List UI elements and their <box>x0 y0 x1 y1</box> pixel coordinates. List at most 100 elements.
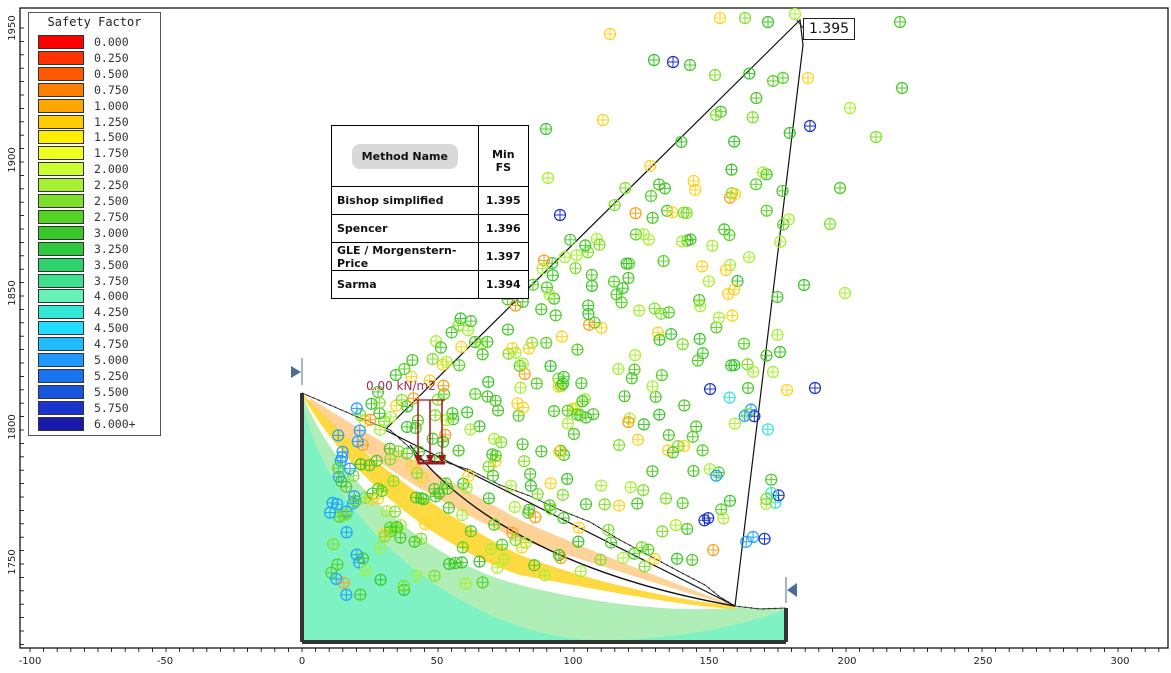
slip-center-marker <box>788 7 802 21</box>
slip-center-marker <box>823 217 837 231</box>
slip-center-marker <box>771 328 784 341</box>
legend-swatch <box>38 35 84 49</box>
slip-center-marker <box>710 321 723 334</box>
legend-swatch <box>38 337 84 352</box>
y-tick-label: 1850 <box>7 280 18 305</box>
slip-center-marker <box>428 482 441 496</box>
legend-item: 6.000+ <box>38 416 156 432</box>
slip-center-marker <box>676 338 689 351</box>
slip-center-marker <box>649 390 662 403</box>
slip-center-marker <box>869 130 883 144</box>
slip-center-marker <box>439 477 453 490</box>
slip-center-marker <box>761 15 775 29</box>
slip-center-marker <box>530 377 543 390</box>
slip-center-marker <box>486 448 499 461</box>
slip-center-marker <box>746 111 759 124</box>
slip-center-marker <box>561 417 574 430</box>
slip-center-marker <box>702 511 715 525</box>
slip-center-marker <box>476 348 489 361</box>
slip-center-marker <box>766 365 780 379</box>
slip-center-marker <box>359 564 372 577</box>
legend-item: 5.250 <box>38 368 156 384</box>
slip-center-marker <box>738 11 752 25</box>
slip-center-marker <box>455 340 468 353</box>
slip-center-marker <box>538 569 551 582</box>
slip-center-marker <box>426 432 439 445</box>
slip-center-marker <box>519 536 532 549</box>
slip-center-marker <box>693 332 706 345</box>
slip-center-marker <box>486 469 500 482</box>
slip-center-marker <box>529 511 542 524</box>
slip-center-marker <box>544 477 557 490</box>
slip-center-marker <box>646 211 659 224</box>
slip-center-marker <box>387 475 400 488</box>
slip-center-marker <box>603 27 617 41</box>
legend-item: 1.500 <box>38 130 156 145</box>
slip-center-marker <box>564 233 577 246</box>
x-tick-label: 300 <box>1110 656 1129 667</box>
legend-label: 4.500 <box>94 321 129 336</box>
slip-center-marker <box>432 487 446 500</box>
slip-center-marker <box>570 248 583 262</box>
distributed-load <box>414 399 446 465</box>
slip-center-marker <box>389 368 402 382</box>
slip-center-marker <box>582 307 595 321</box>
min-fs-results-table: Method Name Min FS Bishop simplified 1.3… <box>331 125 530 299</box>
legend-swatch <box>38 114 84 129</box>
left-boundary-flag <box>291 366 301 378</box>
slip-center-marker <box>684 233 697 246</box>
slip-center-marker <box>540 281 554 294</box>
slip-center-marker <box>508 500 521 514</box>
slip-center-marker <box>686 553 699 567</box>
slip-center-marker <box>619 181 632 195</box>
y-tick-label: 1800 <box>7 414 18 439</box>
slip-center-marker <box>737 337 751 350</box>
slip-center-marker <box>670 552 684 565</box>
slip-center-marker <box>728 187 742 201</box>
slip-center-marker <box>766 74 780 88</box>
slip-center-marker <box>460 481 473 494</box>
slip-center-marker <box>618 390 631 403</box>
slip-center-marker <box>335 475 348 488</box>
legend-swatch <box>38 400 84 415</box>
slip-center-marker <box>429 409 442 422</box>
slip-center-marker <box>343 462 357 475</box>
slip-center-marker <box>574 565 587 578</box>
slip-center-marker <box>506 526 519 540</box>
slip-center-marker <box>323 506 337 519</box>
min-fs-value: 1.395 <box>477 186 530 215</box>
slip-center-marker <box>491 561 504 574</box>
slip-center-marker <box>593 238 606 251</box>
min-fs-callout[interactable]: 1.395 <box>803 18 855 40</box>
right-boundary-flag <box>787 583 797 597</box>
slip-center-marker <box>703 463 716 476</box>
slip-center-marker <box>375 484 388 498</box>
slip-center-marker <box>613 499 626 512</box>
slip-center-marker <box>544 359 557 373</box>
legend-label: 0.000 <box>94 35 129 49</box>
slip-center-marker <box>644 159 657 173</box>
slip-center-marker <box>350 402 363 415</box>
slip-center-marker <box>656 525 669 538</box>
legend-swatch <box>38 98 84 113</box>
slip-center-marker <box>722 287 735 301</box>
slip-center-marker <box>561 472 574 486</box>
slip-center-marker <box>665 327 678 341</box>
slip-center-marker <box>583 318 596 331</box>
table-row: Bishop simplified 1.395 <box>331 186 530 215</box>
slip-center-marker <box>406 459 419 472</box>
legend-item: 1.750 <box>38 146 156 161</box>
slip-center-marker <box>522 503 536 516</box>
slip-center-marker <box>719 263 733 277</box>
slip-center-marker <box>651 326 665 339</box>
legend-label: 3.000 <box>94 225 129 240</box>
slip-center-marker <box>678 399 691 412</box>
legend-swatch <box>38 289 84 304</box>
slip-center-marker <box>462 469 475 483</box>
slip-center-marker <box>706 239 719 252</box>
slip-center-marker <box>676 497 689 510</box>
slip-center-marker <box>638 560 651 573</box>
legend-label: 2.000 <box>94 162 129 177</box>
y-tick-label: 1750 <box>7 549 18 574</box>
